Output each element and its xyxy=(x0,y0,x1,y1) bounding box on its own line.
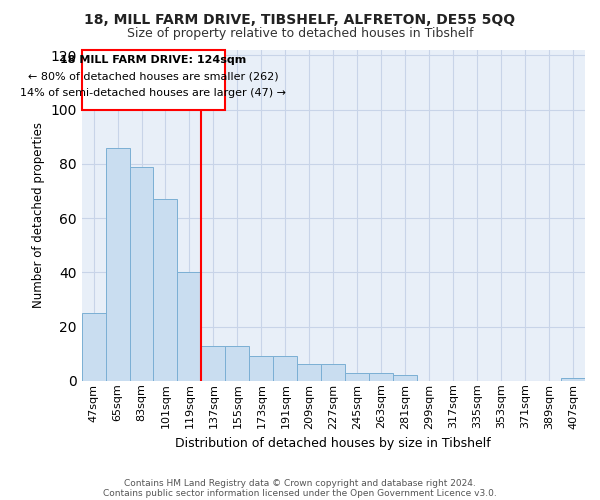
Text: Size of property relative to detached houses in Tibshelf: Size of property relative to detached ho… xyxy=(127,28,473,40)
Text: 14% of semi-detached houses are larger (47) →: 14% of semi-detached houses are larger (… xyxy=(20,88,286,98)
Text: 18 MILL FARM DRIVE: 124sqm: 18 MILL FARM DRIVE: 124sqm xyxy=(61,56,247,66)
Bar xyxy=(369,372,393,381)
Text: ← 80% of detached houses are smaller (262): ← 80% of detached houses are smaller (26… xyxy=(28,72,279,82)
FancyBboxPatch shape xyxy=(82,50,226,110)
Bar xyxy=(154,199,178,381)
Bar xyxy=(561,378,585,381)
Bar xyxy=(226,346,250,381)
Y-axis label: Number of detached properties: Number of detached properties xyxy=(32,122,45,308)
Bar xyxy=(82,313,106,381)
X-axis label: Distribution of detached houses by size in Tibshelf: Distribution of detached houses by size … xyxy=(175,437,491,450)
Text: Contains public sector information licensed under the Open Government Licence v3: Contains public sector information licen… xyxy=(103,488,497,498)
Bar xyxy=(106,148,130,381)
Bar xyxy=(178,272,202,381)
Bar xyxy=(298,364,321,381)
Bar xyxy=(250,356,274,381)
Bar xyxy=(274,356,298,381)
Bar xyxy=(321,364,345,381)
Bar xyxy=(393,376,417,381)
Bar xyxy=(130,166,154,381)
Text: Contains HM Land Registry data © Crown copyright and database right 2024.: Contains HM Land Registry data © Crown c… xyxy=(124,478,476,488)
Bar xyxy=(345,372,369,381)
Bar xyxy=(202,346,226,381)
Text: 18, MILL FARM DRIVE, TIBSHELF, ALFRETON, DE55 5QQ: 18, MILL FARM DRIVE, TIBSHELF, ALFRETON,… xyxy=(85,12,515,26)
